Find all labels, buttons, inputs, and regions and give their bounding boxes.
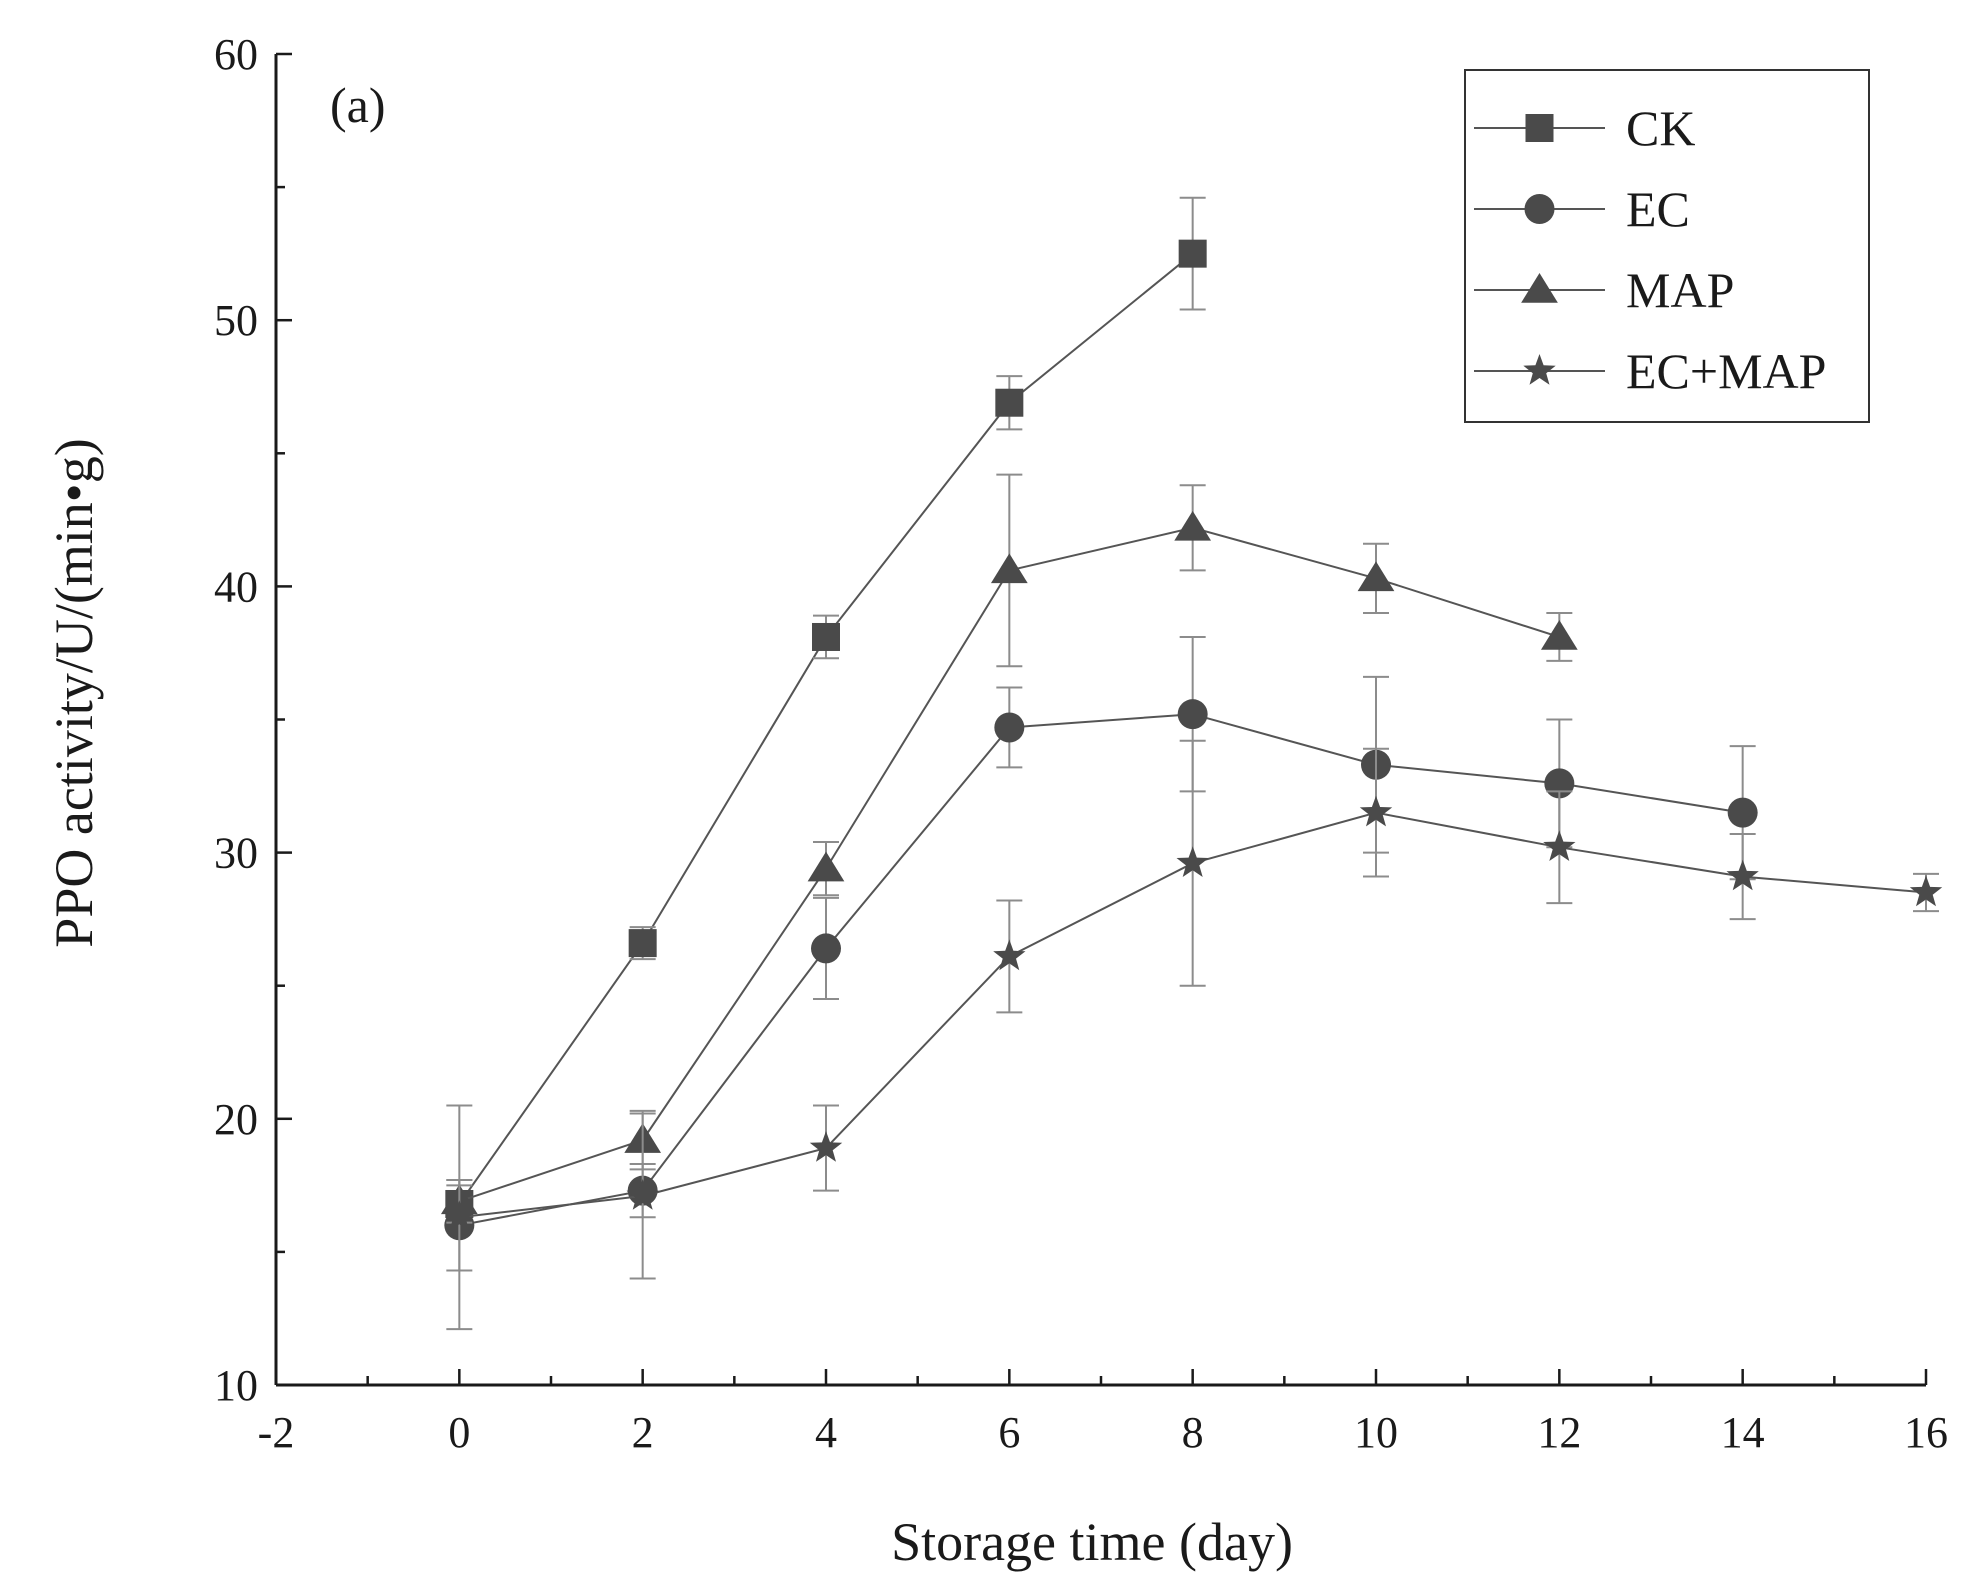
x-tick-label: -2 xyxy=(258,1408,295,1457)
data-point-map xyxy=(1174,510,1212,541)
legend-marker-ec-map xyxy=(1523,354,1556,385)
data-point-map xyxy=(807,851,845,882)
y-tick-label: 30 xyxy=(214,829,258,878)
y-axis-title: PPO activity/U/(min•g) xyxy=(44,438,104,947)
legend-item-map: MAP xyxy=(1474,262,1734,318)
data-point-ec-map xyxy=(1726,859,1759,891)
x-tick-label: 4 xyxy=(815,1408,837,1457)
data-point-map xyxy=(990,553,1028,584)
legend-marker-ec xyxy=(1524,194,1555,224)
data-point-ec xyxy=(811,933,841,964)
y-tick-label: 20 xyxy=(214,1095,258,1144)
data-point-ec-map xyxy=(1909,875,1943,907)
x-tick-label: 2 xyxy=(632,1408,654,1457)
x-tick-label: 12 xyxy=(1537,1408,1581,1457)
data-point-ck xyxy=(812,622,840,651)
series-ck xyxy=(445,196,1207,1224)
x-axis-title: Storage time (day) xyxy=(891,1512,1293,1572)
x-tick-label: 8 xyxy=(1182,1408,1204,1457)
y-tick-label: 60 xyxy=(214,30,258,79)
legend-item-ec: EC xyxy=(1474,181,1690,237)
legend-marker-map xyxy=(1521,273,1558,303)
data-point-ec xyxy=(994,712,1025,743)
data-point-ec xyxy=(1177,699,1208,730)
series-map xyxy=(440,473,1578,1224)
legend-label-ec: EC xyxy=(1626,181,1690,237)
series-line-ck xyxy=(458,252,1194,1205)
x-tick-label: 0 xyxy=(448,1408,470,1457)
data-point-ck xyxy=(995,388,1024,417)
data-point-ck xyxy=(628,929,657,958)
x-tick-label: 16 xyxy=(1904,1408,1948,1457)
data-point-ec-map xyxy=(1176,846,1209,877)
data-point-ec-map xyxy=(1543,830,1576,861)
data-point-ec xyxy=(1727,797,1758,828)
axes-layer: -2 0 2 4 6 8 10 12 14 16 10 20 30 40 50 60 xyxy=(214,30,1948,1457)
legend-marker-ck xyxy=(1525,114,1554,142)
legend-label-map: MAP xyxy=(1626,262,1734,318)
legend-label-ec-map: EC+MAP xyxy=(1626,343,1826,399)
data-point-ec-map xyxy=(626,1179,659,1210)
data-point-ec-map xyxy=(1359,795,1393,827)
y-tick-label: 10 xyxy=(214,1361,258,1410)
y-tick-label: 50 xyxy=(214,296,258,345)
data-point-ck xyxy=(1178,239,1207,268)
legend-label-ck: CK xyxy=(1626,100,1695,156)
series-layer xyxy=(440,196,1943,1331)
data-point-map xyxy=(1357,561,1395,592)
y-tick-label: 40 xyxy=(214,562,258,611)
data-point-ec-map xyxy=(809,1131,843,1162)
data-point-map xyxy=(1540,619,1578,650)
x-tick-label: 10 xyxy=(1354,1408,1398,1457)
legend-item-ec-map: EC+MAP xyxy=(1474,343,1826,399)
series-line-ec xyxy=(459,713,1743,1227)
legend-item-ck: CK xyxy=(1474,100,1695,156)
data-point-ec-map xyxy=(993,939,1026,971)
panel-label: (a) xyxy=(330,77,386,133)
x-tick-label: 6 xyxy=(998,1408,1020,1457)
data-point-ec-map xyxy=(443,1200,476,1231)
legend: CK EC MAP EC+MAP xyxy=(1464,69,1870,423)
series-ec-map xyxy=(443,739,1943,1331)
x-tick-label: 14 xyxy=(1721,1408,1765,1457)
